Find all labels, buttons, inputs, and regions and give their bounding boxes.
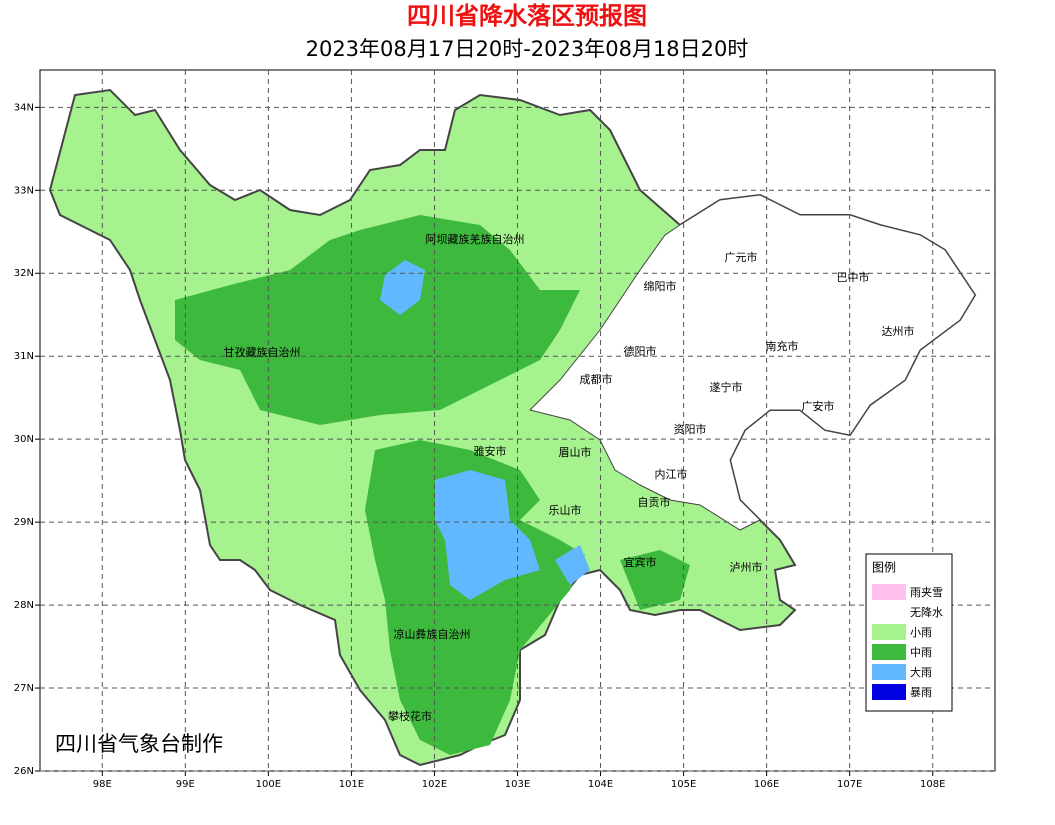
region-labels: 阿坝藏族羌族自治州 甘孜藏族自治州 凉山彝族自治州 攀枝花市 雅安市 眉山市 乐… (224, 232, 915, 723)
axes: 98E 99E 100E 101E 102E 103E 104E 105E 106E 107E 10… (14, 69, 996, 790)
x-tick-label: 108E (920, 779, 945, 790)
legend-label: 暴雨 (910, 686, 932, 699)
x-tick-label: 104E (588, 779, 613, 790)
y-tick-label: 30N (14, 434, 34, 445)
legend-swatch (872, 584, 906, 600)
region-label: 凉山彝族自治州 (394, 627, 471, 641)
region-label: 达州市 (882, 324, 915, 338)
legend-label: 雨夹雪 (910, 586, 943, 599)
region-label: 南充市 (766, 339, 799, 353)
x-tick-label: 107E (837, 779, 862, 790)
y-tick-label: 33N (14, 185, 34, 196)
legend-swatch (872, 664, 906, 680)
subtitle: 2023年08月17日20时-2023年08月18日20时 (306, 37, 749, 61)
x-tick-label: 98E (93, 779, 112, 790)
region-label: 乐山市 (549, 503, 582, 517)
region-label: 宜宾市 (624, 555, 657, 569)
region-label: 遂宁市 (710, 380, 743, 394)
region-label: 内江市 (655, 467, 688, 481)
region-label: 雅安市 (474, 444, 507, 458)
precip-layer (48, 88, 977, 767)
region-label: 巴中市 (837, 270, 870, 284)
region-label: 德阳市 (624, 344, 657, 358)
y-tick-label: 31N (14, 351, 34, 362)
x-tick-label: 105E (671, 779, 696, 790)
region-label: 阿坝藏族羌族自治州 (426, 232, 525, 246)
legend-swatch (872, 644, 906, 660)
title: 四川省降水落区预报图 (407, 2, 647, 30)
region-label: 泸州市 (730, 560, 763, 574)
region-label: 成都市 (580, 372, 613, 386)
legend-swatch (872, 624, 906, 640)
legend-title: 图例 (872, 561, 896, 575)
region-label: 绵阳市 (644, 279, 677, 293)
y-tick-label: 26N (14, 766, 34, 777)
legend-swatch (872, 604, 906, 620)
x-tick-label: 106E (754, 779, 779, 790)
region-label: 广元市 (725, 250, 758, 264)
region-label: 甘孜藏族自治州 (224, 345, 301, 359)
legend-label: 中雨 (910, 646, 932, 659)
y-tick-label: 32N (14, 268, 34, 279)
legend-swatch (872, 684, 906, 700)
region-label: 攀枝花市 (388, 709, 432, 723)
credit: 四川省气象台制作 (55, 732, 223, 756)
x-tick-label: 101E (339, 779, 364, 790)
x-tick-label: 99E (176, 779, 195, 790)
y-tick-label: 27N (14, 683, 34, 694)
x-tick-label: 103E (505, 779, 530, 790)
x-tick-label: 100E (256, 779, 281, 790)
region-label: 自贡市 (638, 495, 671, 509)
x-tick-label: 102E (422, 779, 447, 790)
y-tick-label: 29N (14, 517, 34, 528)
region-label: 资阳市 (674, 422, 707, 436)
y-tick-label: 34N (14, 102, 34, 113)
region-label: 广安市 (802, 399, 835, 413)
y-tick-label: 28N (14, 600, 34, 611)
legend-label: 大雨 (910, 665, 932, 679)
legend-label: 小雨 (910, 626, 932, 639)
legend-label: 无降水 (910, 605, 943, 619)
region-label: 眉山市 (559, 445, 592, 459)
